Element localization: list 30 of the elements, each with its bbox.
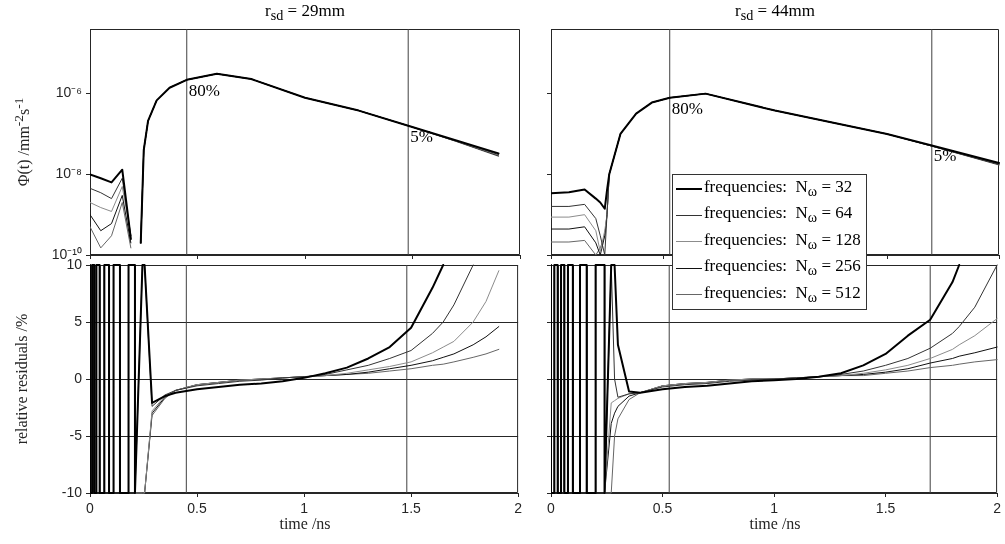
annotation: 5% xyxy=(933,146,957,166)
y-tick-label: 10⁻⁶ xyxy=(55,84,82,101)
y-tick-label: 0 xyxy=(74,369,83,386)
y-tick-label: 10⁻⁸ xyxy=(55,165,83,182)
x-tick-label: 1.5 xyxy=(875,500,896,517)
x-tick-label: 1.5 xyxy=(401,500,422,517)
x-tick-label: 0.5 xyxy=(652,500,673,517)
y-tick-label: -10 xyxy=(61,483,83,500)
annotation: 80% xyxy=(188,80,220,100)
y-axis-title: relative residuals /% xyxy=(13,313,31,445)
x-tick-label: 0.5 xyxy=(187,500,207,517)
x-axis-title: time /ns xyxy=(749,515,801,533)
x-tick-label: 0 xyxy=(86,500,95,517)
x-tick-label: 1 xyxy=(300,500,309,517)
legend-label: frequencies: N$_{ω}$ = 32 xyxy=(703,176,853,202)
x-tick-label: 2 xyxy=(993,500,1002,517)
annotation: 5% xyxy=(410,126,433,146)
x-tick-label: 1 xyxy=(770,500,779,517)
y-tick-label: -5 xyxy=(69,426,83,443)
y-tick-label: 5 xyxy=(74,312,83,329)
chart-title: r$_{sd}$ = 44mm xyxy=(735,1,815,25)
x-tick-label: 0 xyxy=(547,500,556,517)
legend-label: frequencies: N$_{ω}$ = 64 xyxy=(703,202,853,228)
annotation: 80% xyxy=(671,98,703,118)
x-tick-label: 2 xyxy=(514,500,523,517)
legend-label: frequencies: N$_{ω}$ = 256 xyxy=(703,255,861,281)
x-axis-title: time /ns xyxy=(279,515,331,533)
chart-title: r$_{sd}$ = 29mm xyxy=(265,1,345,25)
legend-label: frequencies: N$_{ω}$ = 128 xyxy=(703,228,861,255)
legend-label: frequencies: N$_{ω}$ = 512 xyxy=(703,281,861,307)
